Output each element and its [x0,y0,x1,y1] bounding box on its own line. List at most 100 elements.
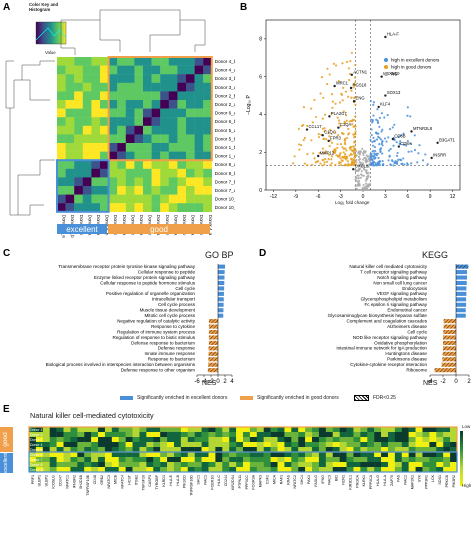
volcano-point [381,128,384,131]
heatmap-e-cell [208,442,216,448]
volcano-point [406,139,409,143]
heatmap-e-cell [104,452,113,458]
heatmap-e-cell [325,442,333,448]
heatmap-cell [125,160,135,169]
heatmap-cell [74,125,83,135]
heatmap-cell [100,168,109,178]
volcano-point [373,157,376,160]
volcano-point [350,158,354,161]
heatmap-e-cell [305,462,313,468]
heatmap-e-cell [443,452,451,458]
volcano-point [343,157,346,160]
term-label: Cell cycle [407,329,427,334]
gene-column-label: HLA-C [217,475,221,486]
fdr-hatch [208,340,218,345]
heatmap-e-cell [208,452,216,458]
volcano-point [333,151,337,154]
heatmap-cell [82,57,92,66]
heatmap-cell [151,117,161,126]
heatmap-e-cell [84,452,92,458]
heatmap-e-cell [236,427,244,433]
volcano-point [342,151,345,154]
gene-point [337,126,340,129]
gene-column-label: RAC3 [328,475,332,485]
heatmap-e-cell [450,457,458,463]
nes-bar [218,286,225,291]
heatmap-e-cell [180,437,188,443]
heatmap-e-cell [104,442,113,448]
heatmap-cell [57,57,66,66]
heatmap-cell [125,194,135,204]
heatmap-cell [168,160,178,169]
volcano-point [327,158,330,161]
heatmap-e-cell [408,427,416,433]
gene-column-label: HLA-E [169,474,173,485]
heatmap-e-cell [201,437,209,443]
heatmap-cell [57,143,66,152]
volcano-point [336,116,339,119]
heatmap-cell [134,168,144,178]
term-label: Response to cytokine [151,324,195,329]
heatmap-e-cell [139,442,147,448]
heatmap-cell [117,82,126,92]
volcano-point [323,163,326,166]
heatmap-e-cell [429,447,437,453]
term-label: Biological process involved in interspec… [46,362,196,367]
heatmap-cell [151,125,161,135]
heatmap-e-cell [381,467,389,473]
volcano-point [395,141,398,144]
volcano-point [387,159,390,162]
heatmap-cell [168,100,178,109]
heatmap-cell [186,91,195,101]
heatmap-e-cell [291,462,299,468]
row-label: Donor 1_a [215,154,235,159]
heatmap-e-cell [118,467,126,473]
heatmap-cell [65,57,75,66]
heatmap-e-cell [325,427,333,433]
heatmap-e-row-label: Donor 3 [30,438,43,442]
heatmap-e-cell [153,432,161,438]
legend-excellent: Significantly enriched in excellent dono… [120,395,227,401]
heatmap-e-cell [429,452,437,458]
heatmap-cell [186,125,195,135]
heatmap-e-cell [401,432,409,438]
volcano-point [381,159,384,163]
heatmap-e-cell [146,437,154,443]
heatmap-e-cell [256,452,264,458]
heatmap-e-cell [125,447,133,453]
heatmap-e-cell [139,462,147,468]
heatmap-e-cell [339,442,347,448]
row-label: Donor 4_b [215,59,235,64]
heatmap-e-cell [91,447,99,453]
heatmap-cell [177,194,187,204]
gene-column-label: HLA-G [376,475,380,486]
heatmap-e-cell [291,442,299,448]
heatmap-cell [100,186,109,195]
heatmap-e-cell [346,447,354,453]
volcano-point [388,154,391,157]
heatmap-e-cell [346,442,354,448]
panel-c-title: GO BP [205,250,234,260]
volcano-point [322,158,325,162]
heatmap-e-cell [256,447,264,453]
heatmap-e-cell [160,467,168,473]
volcano-point [355,158,358,162]
heatmap-e-cell [208,432,216,438]
nes-tick-label: -4 [201,379,207,385]
heatmap-e-cell [91,467,99,473]
heatmap-e-cell [256,467,264,473]
heatmap-e-cell [222,432,230,438]
heatmap-e-cell [236,452,244,458]
heatmap-e-cell [187,427,195,433]
heatmap-e-cell [215,447,223,453]
x-tick-label: 3 [384,194,387,200]
heatmap-e-cell [270,447,278,453]
heatmap-cell [143,203,152,212]
heatmap-cell [194,82,204,92]
volcano-point [328,153,331,156]
heatmap-cell [177,57,187,66]
volcano-point [340,159,343,162]
heatmap-cell [203,65,212,75]
volcano-point [369,138,372,142]
heatmap-e-cell [111,442,119,448]
